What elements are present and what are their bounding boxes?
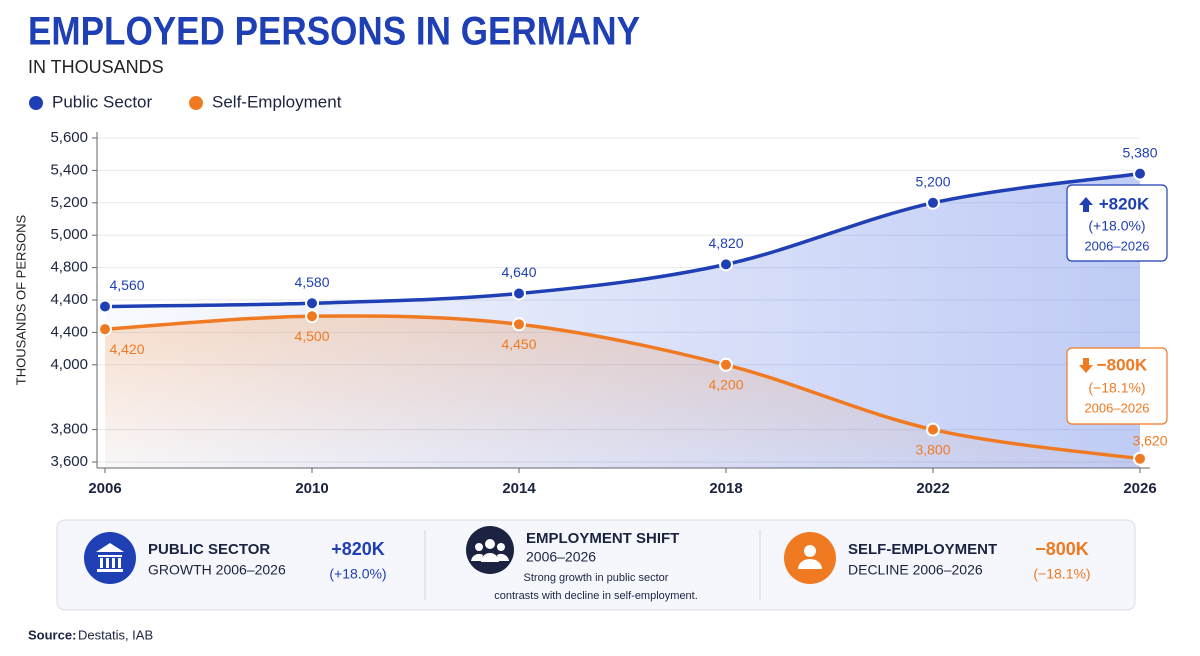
data-label: 4,420	[109, 341, 144, 357]
chart-title: EMPLOYED PERSONS IN GERMANY	[28, 10, 640, 54]
arrow-down	[1079, 358, 1093, 373]
data-label: 4,450	[501, 336, 536, 352]
x-tick-label: 2006	[88, 480, 121, 497]
x-tick-label: 2018	[709, 480, 742, 497]
annotation-percent: (−18.1%)	[1088, 380, 1145, 396]
source-text: Destatis, IAB	[78, 627, 153, 642]
data-label: 4,820	[708, 235, 743, 251]
arrow-up	[1079, 197, 1093, 212]
card-text: Strong growth in public sector	[524, 572, 669, 584]
data-point	[98, 322, 112, 337]
data-point	[98, 299, 112, 314]
x-tick-label: 2026	[1123, 480, 1156, 497]
source-label: Source:	[28, 627, 76, 642]
annotation-change: +820K	[1099, 194, 1150, 213]
y-tick-label: 5,000	[50, 226, 88, 243]
card-percent: (+18.0%)	[329, 566, 386, 582]
annotation-box	[1066, 347, 1168, 425]
shift-icon	[466, 526, 514, 574]
series-line	[104, 314, 1141, 461]
card-change: −800K	[1035, 539, 1089, 559]
card-title: SELF-EMPLOYMENT	[848, 541, 997, 558]
series-area	[105, 315, 1140, 468]
x-tick-label: 2010	[295, 480, 328, 497]
y-tick-label: 4,400	[50, 323, 88, 340]
annotation-change: −800K	[1097, 355, 1148, 374]
x-tick-label: 2022	[916, 480, 949, 497]
y-tick-label: 4,400	[50, 291, 88, 308]
y-tick-label: 4,000	[50, 356, 88, 373]
data-label: 3,800	[915, 441, 950, 457]
data-label: 4,640	[501, 264, 536, 280]
plot: 5,600 5,400 5,200 5,000 4,800 4,400 4,400 4,000…	[50, 129, 1167, 497]
y-tick-label: 3,800	[50, 421, 88, 438]
data-point	[305, 309, 319, 324]
data-label: 4,200	[708, 377, 743, 393]
legend-marker	[189, 96, 203, 110]
data-label: 5,380	[1122, 144, 1157, 160]
data-label: 4,500	[294, 328, 329, 344]
data-point	[305, 296, 319, 311]
card-title: EMPLOYMENT SHIFT	[526, 530, 679, 547]
data-point	[719, 357, 733, 372]
card-subtitle: GROWTH 2006–2026	[148, 562, 286, 578]
y-tick-label: 5,200	[50, 194, 88, 211]
chart-subtitle: IN THOUSANDS	[28, 57, 164, 77]
y-tick-label: 3,600	[50, 453, 88, 470]
data-point	[512, 317, 526, 332]
card-subtitle: DECLINE 2006–2026	[848, 562, 983, 578]
y-tick-label: 5,600	[50, 129, 88, 146]
y-tick-label: 4,800	[50, 259, 88, 276]
data-label: 4,580	[294, 274, 329, 290]
self-icon	[784, 532, 836, 584]
y-axis-title: THOUSANDS OF PERSONS	[13, 214, 28, 385]
annotation-percent: (+18.0%)	[1088, 218, 1145, 234]
legend-label: Public Sector	[52, 92, 152, 111]
data-point	[1133, 166, 1147, 181]
card-subtitle: 2006–2026	[526, 549, 596, 565]
x-tick-label: 2014	[502, 480, 536, 497]
people-icon	[471, 539, 509, 562]
data-label: 5,200	[915, 174, 950, 190]
public-icon	[84, 532, 136, 584]
legend-label: Self-Employment	[212, 92, 342, 111]
card-text: contrasts with decline in self-employmen…	[494, 590, 698, 602]
series-line	[104, 171, 1141, 309]
summary-panel	[56, 519, 1136, 611]
annotation-period: 2006–2026	[1084, 238, 1149, 253]
data-label: 4,560	[109, 277, 144, 293]
data-label: 3,620	[1132, 432, 1167, 448]
data-point	[719, 257, 733, 272]
card-change: +820K	[331, 539, 385, 559]
data-point	[512, 286, 526, 301]
card-title: PUBLIC SECTOR	[148, 541, 270, 558]
data-point	[1133, 451, 1147, 466]
legend-marker	[29, 96, 43, 110]
data-point	[926, 195, 940, 210]
y-tick-label: 5,400	[50, 161, 88, 178]
person-icon	[798, 545, 822, 569]
card-percent: (−18.1%)	[1033, 566, 1090, 582]
data-point	[926, 422, 940, 437]
bank-icon	[96, 543, 124, 572]
annotation-period: 2006–2026	[1084, 400, 1149, 415]
